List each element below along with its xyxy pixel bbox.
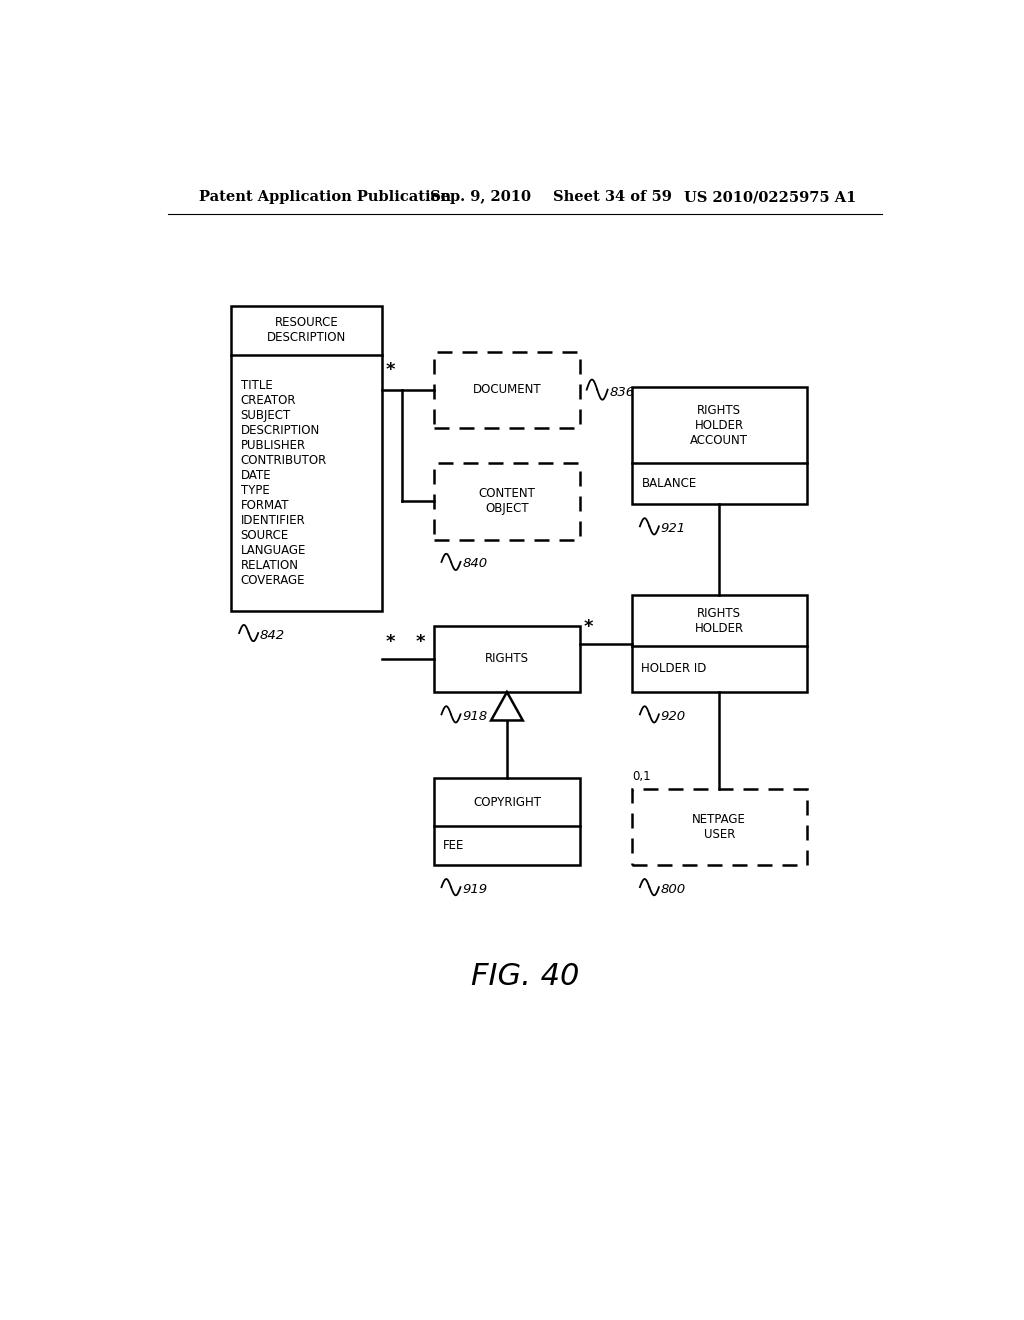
- Polygon shape: [492, 692, 523, 721]
- Text: RIGHTS: RIGHTS: [485, 652, 529, 665]
- Text: *: *: [584, 618, 593, 636]
- Text: BALANCE: BALANCE: [641, 477, 696, 490]
- Bar: [433, 779, 581, 865]
- Text: 918: 918: [462, 710, 487, 723]
- Text: FIG. 40: FIG. 40: [471, 962, 579, 991]
- Text: *: *: [385, 632, 394, 651]
- Text: *: *: [416, 632, 426, 651]
- Text: FEE: FEE: [443, 838, 465, 851]
- Text: 920: 920: [660, 710, 686, 723]
- Bar: [433, 351, 581, 428]
- Text: 840: 840: [462, 557, 487, 570]
- Bar: [632, 595, 807, 692]
- Bar: [433, 626, 581, 692]
- Text: DOCUMENT: DOCUMENT: [473, 383, 542, 396]
- Text: RESOURCE
DESCRIPTION: RESOURCE DESCRIPTION: [267, 317, 346, 345]
- Text: RIGHTS
HOLDER
ACCOUNT: RIGHTS HOLDER ACCOUNT: [690, 404, 749, 446]
- Text: NETPAGE
USER: NETPAGE USER: [692, 813, 746, 841]
- Text: CONTENT
OBJECT: CONTENT OBJECT: [478, 487, 536, 515]
- Text: 800: 800: [660, 883, 686, 896]
- Text: Patent Application Publication: Patent Application Publication: [200, 190, 452, 205]
- Text: COPYRIGHT: COPYRIGHT: [473, 796, 541, 809]
- Text: HOLDER ID: HOLDER ID: [641, 663, 707, 676]
- Bar: [231, 306, 382, 611]
- Text: TITLE
CREATOR
SUBJECT
DESCRIPTION
PUBLISHER
CONTRIBUTOR
DATE
TYPE
FORMAT
IDENTIF: TITLE CREATOR SUBJECT DESCRIPTION PUBLIS…: [241, 379, 327, 586]
- Text: *: *: [386, 362, 395, 379]
- Text: Sheet 34 of 59: Sheet 34 of 59: [553, 190, 672, 205]
- Text: 0,1: 0,1: [632, 771, 650, 784]
- Text: Sep. 9, 2010: Sep. 9, 2010: [430, 190, 530, 205]
- Text: 836: 836: [609, 387, 635, 399]
- Text: US 2010/0225975 A1: US 2010/0225975 A1: [684, 190, 856, 205]
- Bar: [433, 463, 581, 540]
- Text: RIGHTS
HOLDER: RIGHTS HOLDER: [694, 607, 743, 635]
- Bar: [632, 387, 807, 504]
- Text: 919: 919: [462, 883, 487, 896]
- Bar: [632, 788, 807, 865]
- Text: 921: 921: [660, 521, 686, 535]
- Text: 842: 842: [260, 628, 285, 642]
